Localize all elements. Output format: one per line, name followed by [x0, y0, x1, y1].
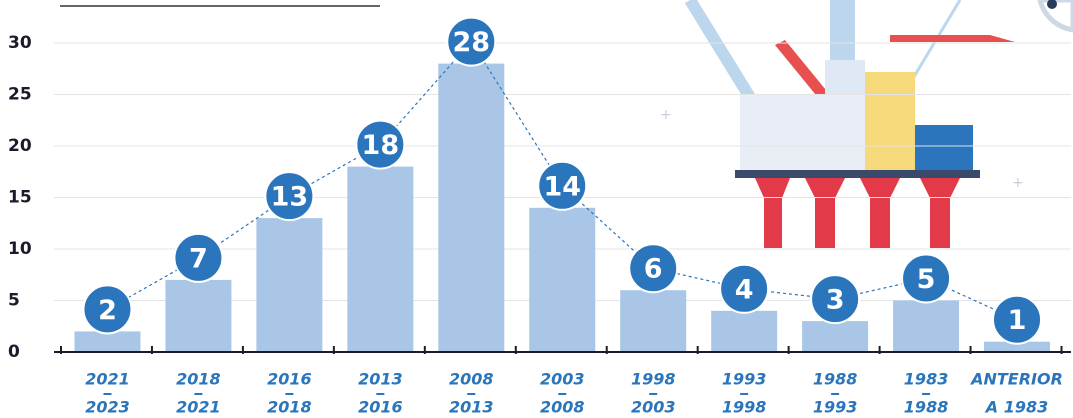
bar: [620, 290, 687, 352]
bar: [711, 310, 778, 352]
x-tick-label: 2021: [176, 398, 221, 417]
x-tick-label: 1998: [722, 398, 767, 417]
value-badge: [82, 284, 133, 335]
y-tick-label: 15: [8, 188, 32, 208]
value-badge: [810, 274, 861, 325]
x-tick-label: A 1983: [984, 398, 1048, 417]
x-tick-label: 1988: [904, 398, 949, 417]
bar: [438, 63, 505, 352]
x-tick-label: ANTERIOR: [969, 370, 1063, 389]
value-label: 7: [189, 243, 208, 274]
value-label: 14: [543, 171, 581, 202]
x-tick-label: 2003: [631, 398, 676, 417]
y-tick-label: 5: [8, 291, 20, 311]
x-tick-label: 1983: [904, 370, 949, 389]
bar: [802, 321, 869, 352]
x-tick-label: 1998: [631, 370, 676, 389]
value-badge: [355, 119, 406, 170]
value-label: 4: [735, 274, 754, 305]
value-badge: [446, 16, 497, 67]
bar: [74, 331, 141, 352]
x-tick-label: 2003: [540, 370, 585, 389]
value-label: 5: [917, 264, 936, 295]
x-tick-label: 2018: [176, 370, 221, 389]
bar: [893, 300, 960, 352]
value-badge: [173, 232, 224, 283]
x-tick-label: 2008: [449, 370, 494, 389]
y-tick-label: 0: [8, 342, 20, 362]
bar: [984, 341, 1051, 352]
x-tick-label: 2013: [449, 398, 494, 417]
value-badge: [537, 160, 588, 211]
value-label: 6: [644, 254, 663, 285]
bar: [347, 166, 414, 352]
svg-text:+: +: [660, 107, 672, 123]
oil-platform-illustration: + +: [660, 0, 1073, 248]
y-tick-label: 30: [8, 33, 32, 53]
value-badge: [992, 294, 1043, 345]
x-tick-label: 1988: [813, 370, 858, 389]
x-tick-label: 2018: [267, 398, 312, 417]
x-tick-label: 2023: [85, 398, 130, 417]
value-badge: [901, 253, 952, 304]
x-tick-label: 2013: [358, 370, 403, 389]
x-tick-label: 2016: [267, 370, 312, 389]
y-tick-label: 25: [8, 85, 32, 105]
y-tick-label: 20: [8, 136, 32, 156]
bar: [256, 218, 323, 352]
svg-text:+: +: [1012, 175, 1024, 191]
bar: [165, 279, 232, 352]
value-badge: [719, 263, 770, 314]
x-tick-label: 1993: [813, 398, 858, 417]
value-label: 2: [98, 295, 117, 326]
bar: [529, 207, 596, 352]
value-label: 1: [1008, 305, 1027, 336]
x-tick-label: 1993: [722, 370, 767, 389]
x-tick-label: 2016: [358, 398, 403, 417]
value-label: 28: [453, 27, 491, 58]
value-label: 3: [826, 285, 845, 316]
value-badge: [628, 243, 679, 294]
value-badge: [264, 171, 315, 222]
value-label: 13: [271, 182, 309, 213]
x-tick-label: 2008: [540, 398, 585, 417]
y-tick-label: 10: [8, 239, 32, 259]
value-label: 18: [362, 130, 400, 161]
x-tick-label: 2021: [85, 370, 130, 389]
